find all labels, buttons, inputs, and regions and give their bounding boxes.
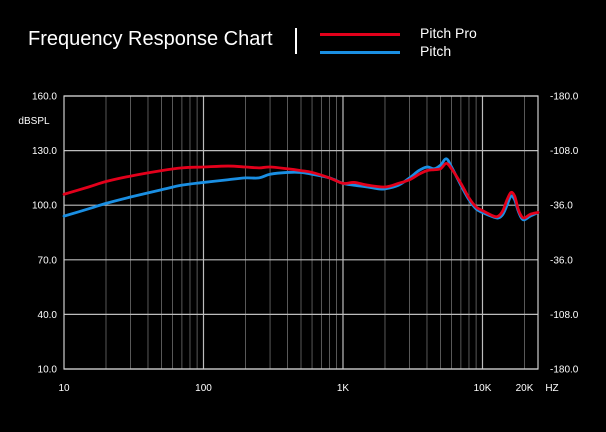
x-tick-label: 1K	[337, 383, 350, 394]
y-tick-label: 10.0	[38, 365, 58, 376]
legend-label-pitch: Pitch	[420, 43, 452, 59]
legend-swatch-pitch-pro	[320, 33, 400, 36]
series-line-pitch	[62, 157, 540, 222]
y2-tick-label: -36.0	[550, 255, 573, 266]
y-tick-label: 160.0	[32, 92, 57, 103]
legend-label-pitch-pro: Pitch Pro	[420, 25, 477, 41]
x-tick-label: 10K	[474, 383, 492, 394]
y2-tick-label: -180.0	[550, 92, 579, 103]
y2-tick-label: -108.0	[550, 146, 579, 157]
legend-swatch-pitch	[320, 51, 400, 54]
title-divider	[295, 28, 297, 54]
plot-frame	[63, 95, 539, 370]
x-tick-label: 20K	[516, 383, 534, 394]
x-tick-label: 10	[58, 383, 70, 394]
series-layer	[62, 157, 540, 222]
chart-title: Frequency Response Chart	[28, 28, 273, 50]
chart-grid	[64, 95, 538, 370]
y2-tick-label: -180.0	[550, 365, 579, 376]
y2-tick-label: -108.0	[550, 310, 579, 321]
x-tick-label: 100	[195, 383, 212, 394]
y-tick-label: 70.0	[38, 255, 58, 266]
y-tick-label: 130.0	[32, 146, 57, 157]
series-line-pitch-pro	[62, 161, 540, 220]
y-tick-label: 100.0	[32, 201, 57, 212]
y-axis-label: dBSPL	[18, 116, 50, 127]
y2-tick-label: -36.0	[550, 201, 573, 212]
axis-ticks: 160.0 130.0 100.0 70.0 40.0 10.0 -180.0 -108.0 -…	[18, 92, 578, 395]
x-axis-unit: HZ	[545, 383, 558, 394]
y-tick-label: 40.0	[38, 310, 58, 321]
